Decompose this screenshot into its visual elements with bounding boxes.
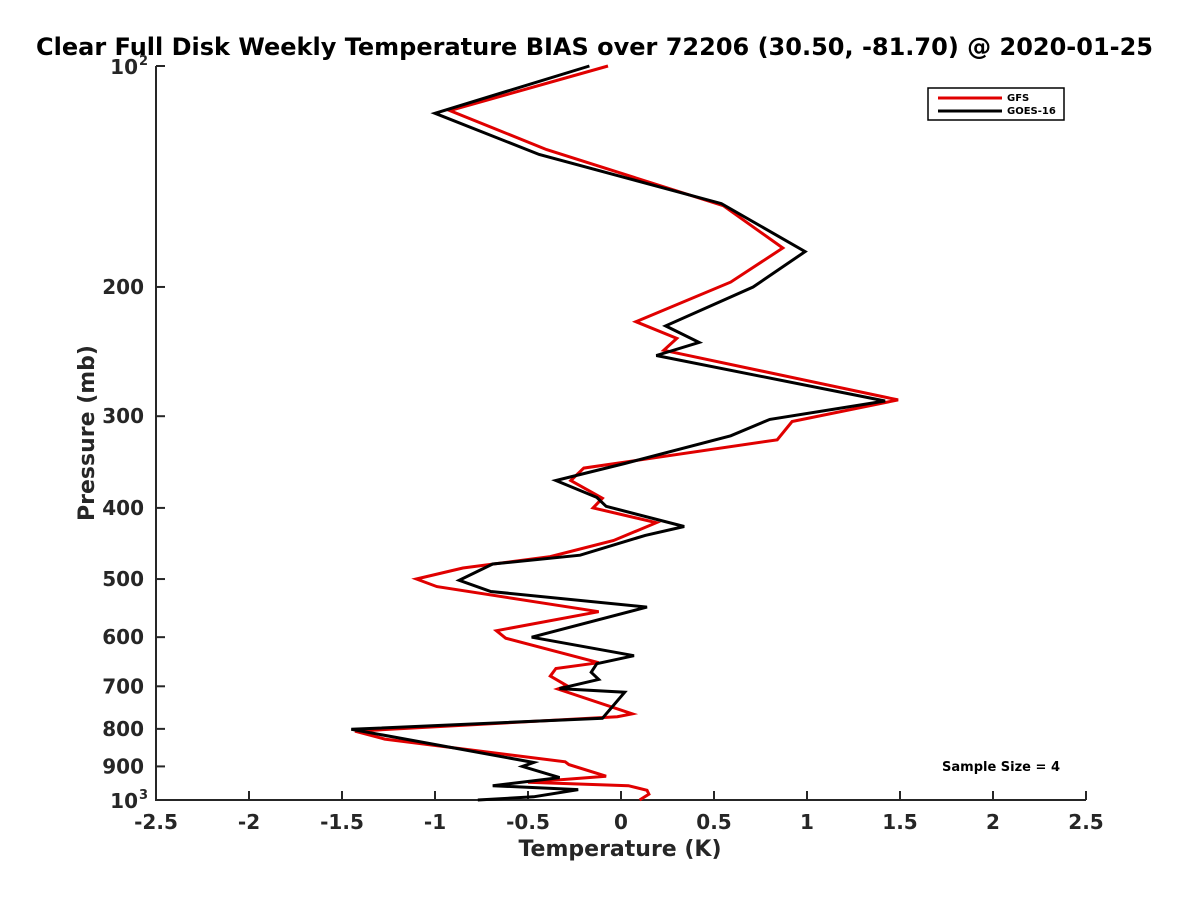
- x-tick-label: 1.5: [882, 810, 917, 834]
- y-tick-label: 10: [110, 55, 138, 79]
- legend-label-gfs: GFS: [1007, 93, 1029, 104]
- x-tick-label: -2: [238, 810, 260, 834]
- y-tick-label: 10: [110, 789, 138, 813]
- legend: GFS GOES-16: [927, 87, 1065, 121]
- x-tick-label: -2.5: [134, 810, 178, 834]
- x-tick-label: 0.5: [696, 810, 731, 834]
- y-tick-label: 400: [102, 496, 144, 520]
- x-tick-label: 2.5: [1068, 810, 1103, 834]
- y-tick-label: 900: [102, 754, 144, 778]
- x-tick-label: -1.5: [320, 810, 364, 834]
- y-tick-exponent: 2: [139, 54, 148, 69]
- y-tick-label: 300: [102, 404, 144, 428]
- legend-box: [927, 87, 1065, 121]
- y-tick-label: 700: [102, 674, 144, 698]
- legend-label-goes16: GOES-16: [1007, 106, 1056, 117]
- x-tick-label: 2: [986, 810, 1000, 834]
- x-tick-label: 1: [800, 810, 814, 834]
- y-tick-label: 200: [102, 275, 144, 299]
- x-tick-label: 0: [614, 810, 628, 834]
- series-layer: [351, 64, 899, 802]
- x-axis-label: Temperature (K): [518, 837, 721, 862]
- chart-title: Clear Full Disk Weekly Temperature BIAS …: [36, 33, 1153, 61]
- y-tick-label: 500: [102, 567, 144, 591]
- y-axis-label: Pressure (mb): [75, 345, 100, 521]
- sample-size-annotation: Sample Size = 4: [942, 760, 1060, 775]
- series-line-goes16: [351, 64, 886, 802]
- y-tick-label: 800: [102, 717, 144, 741]
- x-ticks: -2.5 -2 -1.5 -1 -0.5 0 0.5 1 1.5 2 2.5: [134, 791, 1104, 834]
- y-tick-exponent: 3: [139, 788, 148, 803]
- series-line-gfs: [354, 64, 899, 802]
- x-tick-label: -1: [424, 810, 446, 834]
- x-tick-label: -0.5: [506, 810, 550, 834]
- y-tick-label: 600: [102, 625, 144, 649]
